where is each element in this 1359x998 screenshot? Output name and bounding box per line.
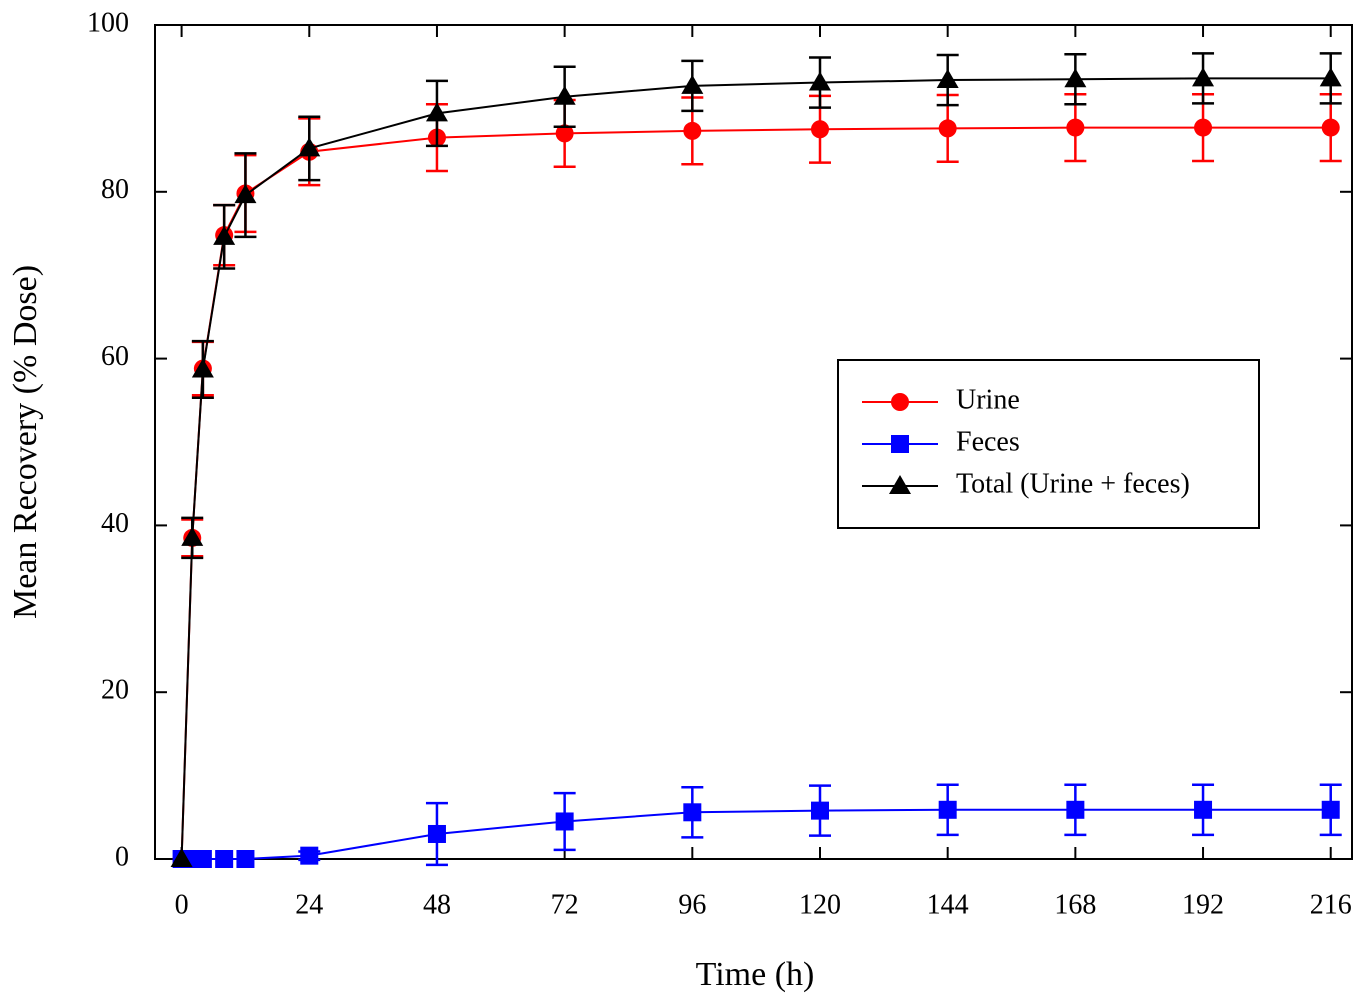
marker (683, 121, 702, 140)
marker (181, 526, 204, 546)
marker (1066, 800, 1085, 819)
marker (683, 803, 702, 822)
marker (191, 358, 214, 378)
marker (213, 225, 236, 245)
marker (300, 846, 319, 865)
marker (809, 71, 831, 91)
x-tick-label: 48 (423, 889, 451, 920)
y-axis-label: Mean Recovery (% Dose) (7, 265, 44, 619)
marker (1321, 118, 1340, 137)
marker (891, 435, 909, 453)
marker (1066, 118, 1085, 137)
marker (1192, 67, 1215, 87)
marker (555, 812, 574, 831)
marker (811, 120, 829, 139)
marker (938, 119, 957, 138)
marker (170, 848, 193, 867)
marker (427, 824, 446, 843)
series-line (180, 77, 1331, 860)
marker (811, 801, 829, 820)
marker (1194, 800, 1213, 819)
marker (553, 85, 576, 105)
x-tick-label: 72 (551, 889, 579, 920)
marker (889, 475, 911, 494)
marker (215, 850, 234, 868)
marker (298, 137, 321, 157)
marker (936, 69, 959, 89)
x-tick-label: 96 (678, 889, 706, 920)
series (172, 783, 1342, 868)
y-tick-label: 20 (101, 675, 129, 706)
x-tick-label: 120 (799, 889, 841, 920)
y-tick-label: 80 (101, 174, 129, 205)
marker (938, 800, 957, 819)
marker (234, 184, 257, 204)
x-tick-label: 0 (175, 889, 189, 920)
marker (1064, 68, 1087, 88)
x-tick-label: 192 (1182, 889, 1224, 920)
series-line (181, 808, 1331, 860)
x-tick-label: 24 (295, 889, 323, 920)
y-tick-label: 0 (115, 841, 129, 872)
y-tick-label: 40 (101, 508, 129, 539)
y-tick-label: 60 (101, 341, 129, 372)
marker (1194, 118, 1213, 137)
marker (891, 393, 909, 411)
marker (555, 124, 574, 143)
legend-label: Feces (956, 426, 1020, 457)
marker (236, 850, 255, 868)
plot-frame (154, 24, 1353, 860)
legend-label: Urine (956, 384, 1020, 415)
y-tick-label: 100 (87, 7, 129, 38)
series (170, 52, 1342, 867)
x-tick-label: 216 (1310, 889, 1352, 920)
x-tick-label: 144 (927, 889, 969, 920)
marker (1319, 67, 1342, 87)
marker (1321, 800, 1340, 819)
marker (425, 102, 448, 122)
marker (193, 850, 212, 868)
marker (681, 74, 704, 94)
legend-label: Total (Urine + feces) (956, 468, 1190, 499)
x-tick-label: 168 (1054, 889, 1096, 920)
x-axis-label: Time (h) (696, 956, 815, 993)
